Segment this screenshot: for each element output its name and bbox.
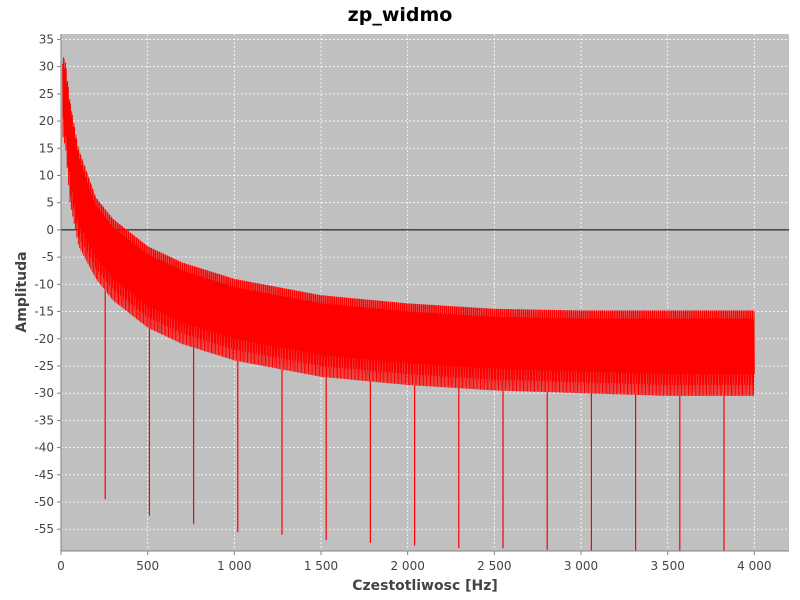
y-tick-label: -40 [34, 441, 54, 455]
x-tick-label: 1 000 [217, 559, 251, 573]
y-tick-label: -30 [34, 386, 54, 400]
y-tick-label: -10 [34, 277, 54, 291]
x-tick-label: 3 000 [564, 559, 598, 573]
y-tick-label: -55 [34, 522, 54, 536]
y-tick-label: -35 [34, 413, 54, 427]
y-tick-label: 5 [46, 196, 54, 210]
x-tick-label: 2 000 [390, 559, 424, 573]
y-tick-label: -45 [34, 468, 54, 482]
series-layer [62, 57, 755, 551]
x-tick-label: 500 [136, 559, 159, 573]
x-tick-label: 3 500 [650, 559, 684, 573]
y-tick-label: -25 [34, 359, 54, 373]
x-axis: 0 500 1 000 1 500 2 000 2 500 3 000 3 500 4 000 [57, 551, 772, 573]
y-tick-label: -15 [34, 305, 54, 319]
y-tick-label: 20 [39, 114, 54, 128]
y-tick-label: 10 [39, 168, 54, 182]
x-tick-label: 4 000 [737, 559, 771, 573]
x-tick-label: 2 500 [477, 559, 511, 573]
x-tick-label: 1 500 [304, 559, 338, 573]
y-tick-label: 30 [39, 60, 54, 74]
y-tick-label: 35 [39, 32, 54, 46]
x-tick-label: 0 [57, 559, 65, 573]
y-tick-label: -50 [34, 495, 54, 509]
chart-title: zp_widmo [348, 4, 453, 26]
series-line [62, 57, 755, 396]
y-tick-label: 15 [39, 141, 54, 155]
x-axis-label: Czestotliwosc [Hz] [352, 578, 498, 594]
y-tick-label: -20 [34, 332, 54, 346]
y-axis: 35 30 25 20 15 10 5 0 -5 -10 -15 -20 -25 -30 -35 -40 -45… [34, 32, 61, 536]
y-axis-label: Amplituda [14, 251, 30, 332]
y-tick-label: 0 [46, 223, 54, 237]
y-tick-label: 25 [39, 87, 54, 101]
y-tick-label: -5 [42, 250, 54, 264]
